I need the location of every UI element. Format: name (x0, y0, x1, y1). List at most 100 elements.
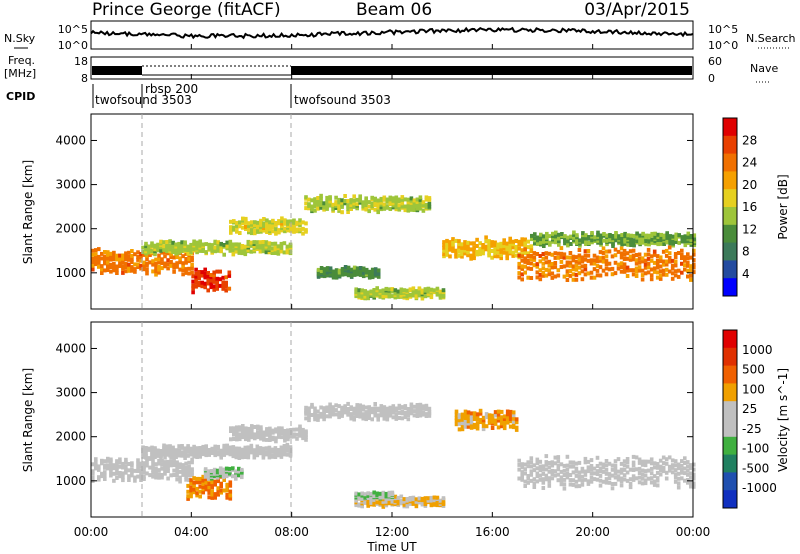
heatmap-cell (198, 452, 202, 457)
heatmap-cell (533, 232, 537, 237)
heatmap-cell (460, 412, 465, 417)
heatmap-cell (418, 195, 423, 200)
heatmap-cell (493, 243, 497, 248)
heatmap-cell (366, 290, 370, 295)
heatmap-cell (91, 248, 95, 253)
heatmap-cell (538, 277, 543, 282)
heatmap-cell (91, 471, 95, 476)
heatmap-cell (244, 426, 248, 431)
heatmap-cell (589, 261, 594, 266)
heatmap-cell (177, 241, 181, 246)
heatmap-cell (358, 266, 363, 270)
heatmap-cell (538, 254, 543, 258)
heatmap-cell (625, 265, 630, 270)
heatmap-cell (414, 504, 419, 509)
heatmap-cell (607, 461, 612, 466)
heatmap-cell (313, 414, 317, 419)
heatmap-cell (514, 253, 518, 258)
heatmap-cell (286, 224, 290, 228)
heatmap-cell (559, 469, 564, 474)
heatmap-cell (641, 240, 645, 245)
heatmap-cell (562, 252, 567, 257)
heatmap-cell (658, 472, 663, 477)
heatmap-cell (94, 466, 98, 471)
heatmap-cell (121, 474, 125, 479)
heatmap-cell (286, 221, 290, 226)
heatmap-cell (313, 200, 317, 205)
heatmap-cell (178, 469, 182, 474)
heatmap-cell (460, 423, 465, 428)
heatmap-cell (325, 270, 330, 275)
heatmap-cell (403, 204, 408, 209)
heatmap-cell (100, 474, 104, 479)
heatmap-cell (520, 462, 524, 467)
heatmap-cell (493, 249, 497, 254)
heatmap-cell (283, 431, 287, 436)
heatmap-cell (412, 404, 417, 409)
heatmap-cell (231, 466, 235, 471)
heatmap-cell (658, 273, 663, 278)
heatmap-cell (285, 244, 290, 249)
colorbar-swatch (723, 118, 737, 137)
heatmap-cell (598, 258, 603, 263)
heatmap-cell (502, 420, 507, 425)
heatmap-cell (91, 267, 95, 272)
heatmap-cell (121, 461, 125, 466)
heatmap-cell (415, 403, 420, 407)
heatmap-cell (620, 235, 624, 240)
heatmap-cell (664, 461, 669, 466)
heatmap-cell (550, 265, 555, 270)
heatmap-cell (153, 453, 157, 458)
heatmap-cell (163, 468, 167, 473)
heatmap-cell (97, 464, 101, 469)
heatmap-cell (692, 252, 696, 257)
heatmap-cell (557, 235, 561, 240)
heatmap-cell (379, 404, 384, 409)
heatmap-cell (565, 475, 570, 480)
heatmap-cell (343, 408, 347, 413)
heatmap-cell (601, 462, 606, 467)
heatmap-cell (670, 458, 675, 463)
heatmap-cell (210, 495, 214, 500)
heatmap-cell (186, 483, 190, 488)
heatmap-cell (571, 482, 576, 487)
heatmap-cell (301, 427, 305, 432)
heatmap-cell (144, 451, 148, 456)
heatmap-cell (505, 409, 510, 414)
colorbar-tick-label: 4 (742, 267, 750, 281)
heatmap-cell (571, 258, 576, 263)
heatmap-cell (313, 208, 317, 213)
heatmap-cell (91, 475, 95, 480)
heatmap-cell (463, 416, 468, 420)
heatmap-cell (355, 409, 359, 414)
heatmap-cell (154, 272, 158, 277)
heatmap-cell (121, 270, 125, 275)
heatmap-cell (183, 247, 187, 252)
heatmap-cell (256, 424, 260, 429)
heatmap-cell (180, 246, 184, 250)
power-colorbar-label: Power [dB] (776, 174, 790, 239)
colorbar-swatch (723, 330, 737, 349)
heatmap-cell (683, 234, 688, 239)
heatmap-cell (604, 459, 609, 463)
heatmap-cell (683, 258, 687, 263)
heatmap-cell (136, 469, 140, 473)
heatmap-cell (147, 456, 151, 461)
heatmap-cell (667, 269, 672, 274)
heatmap-cell (640, 268, 645, 273)
heatmap-cell (631, 248, 636, 253)
heatmap-cell (584, 233, 588, 238)
heatmap-cell (247, 223, 251, 228)
heatmap-cell (535, 461, 540, 466)
heatmap-cell (535, 471, 540, 476)
heatmap-cell (109, 466, 113, 471)
heatmap-cell (247, 437, 251, 442)
heatmap-cell (643, 265, 648, 270)
heatmap-cell (499, 256, 503, 261)
heatmap-cell (160, 462, 164, 467)
heatmap-cell (162, 451, 166, 456)
heatmap-cell (478, 411, 483, 416)
heatmap-cell (331, 412, 335, 417)
heatmap-cell (601, 479, 606, 484)
heatmap-cell (144, 453, 148, 458)
